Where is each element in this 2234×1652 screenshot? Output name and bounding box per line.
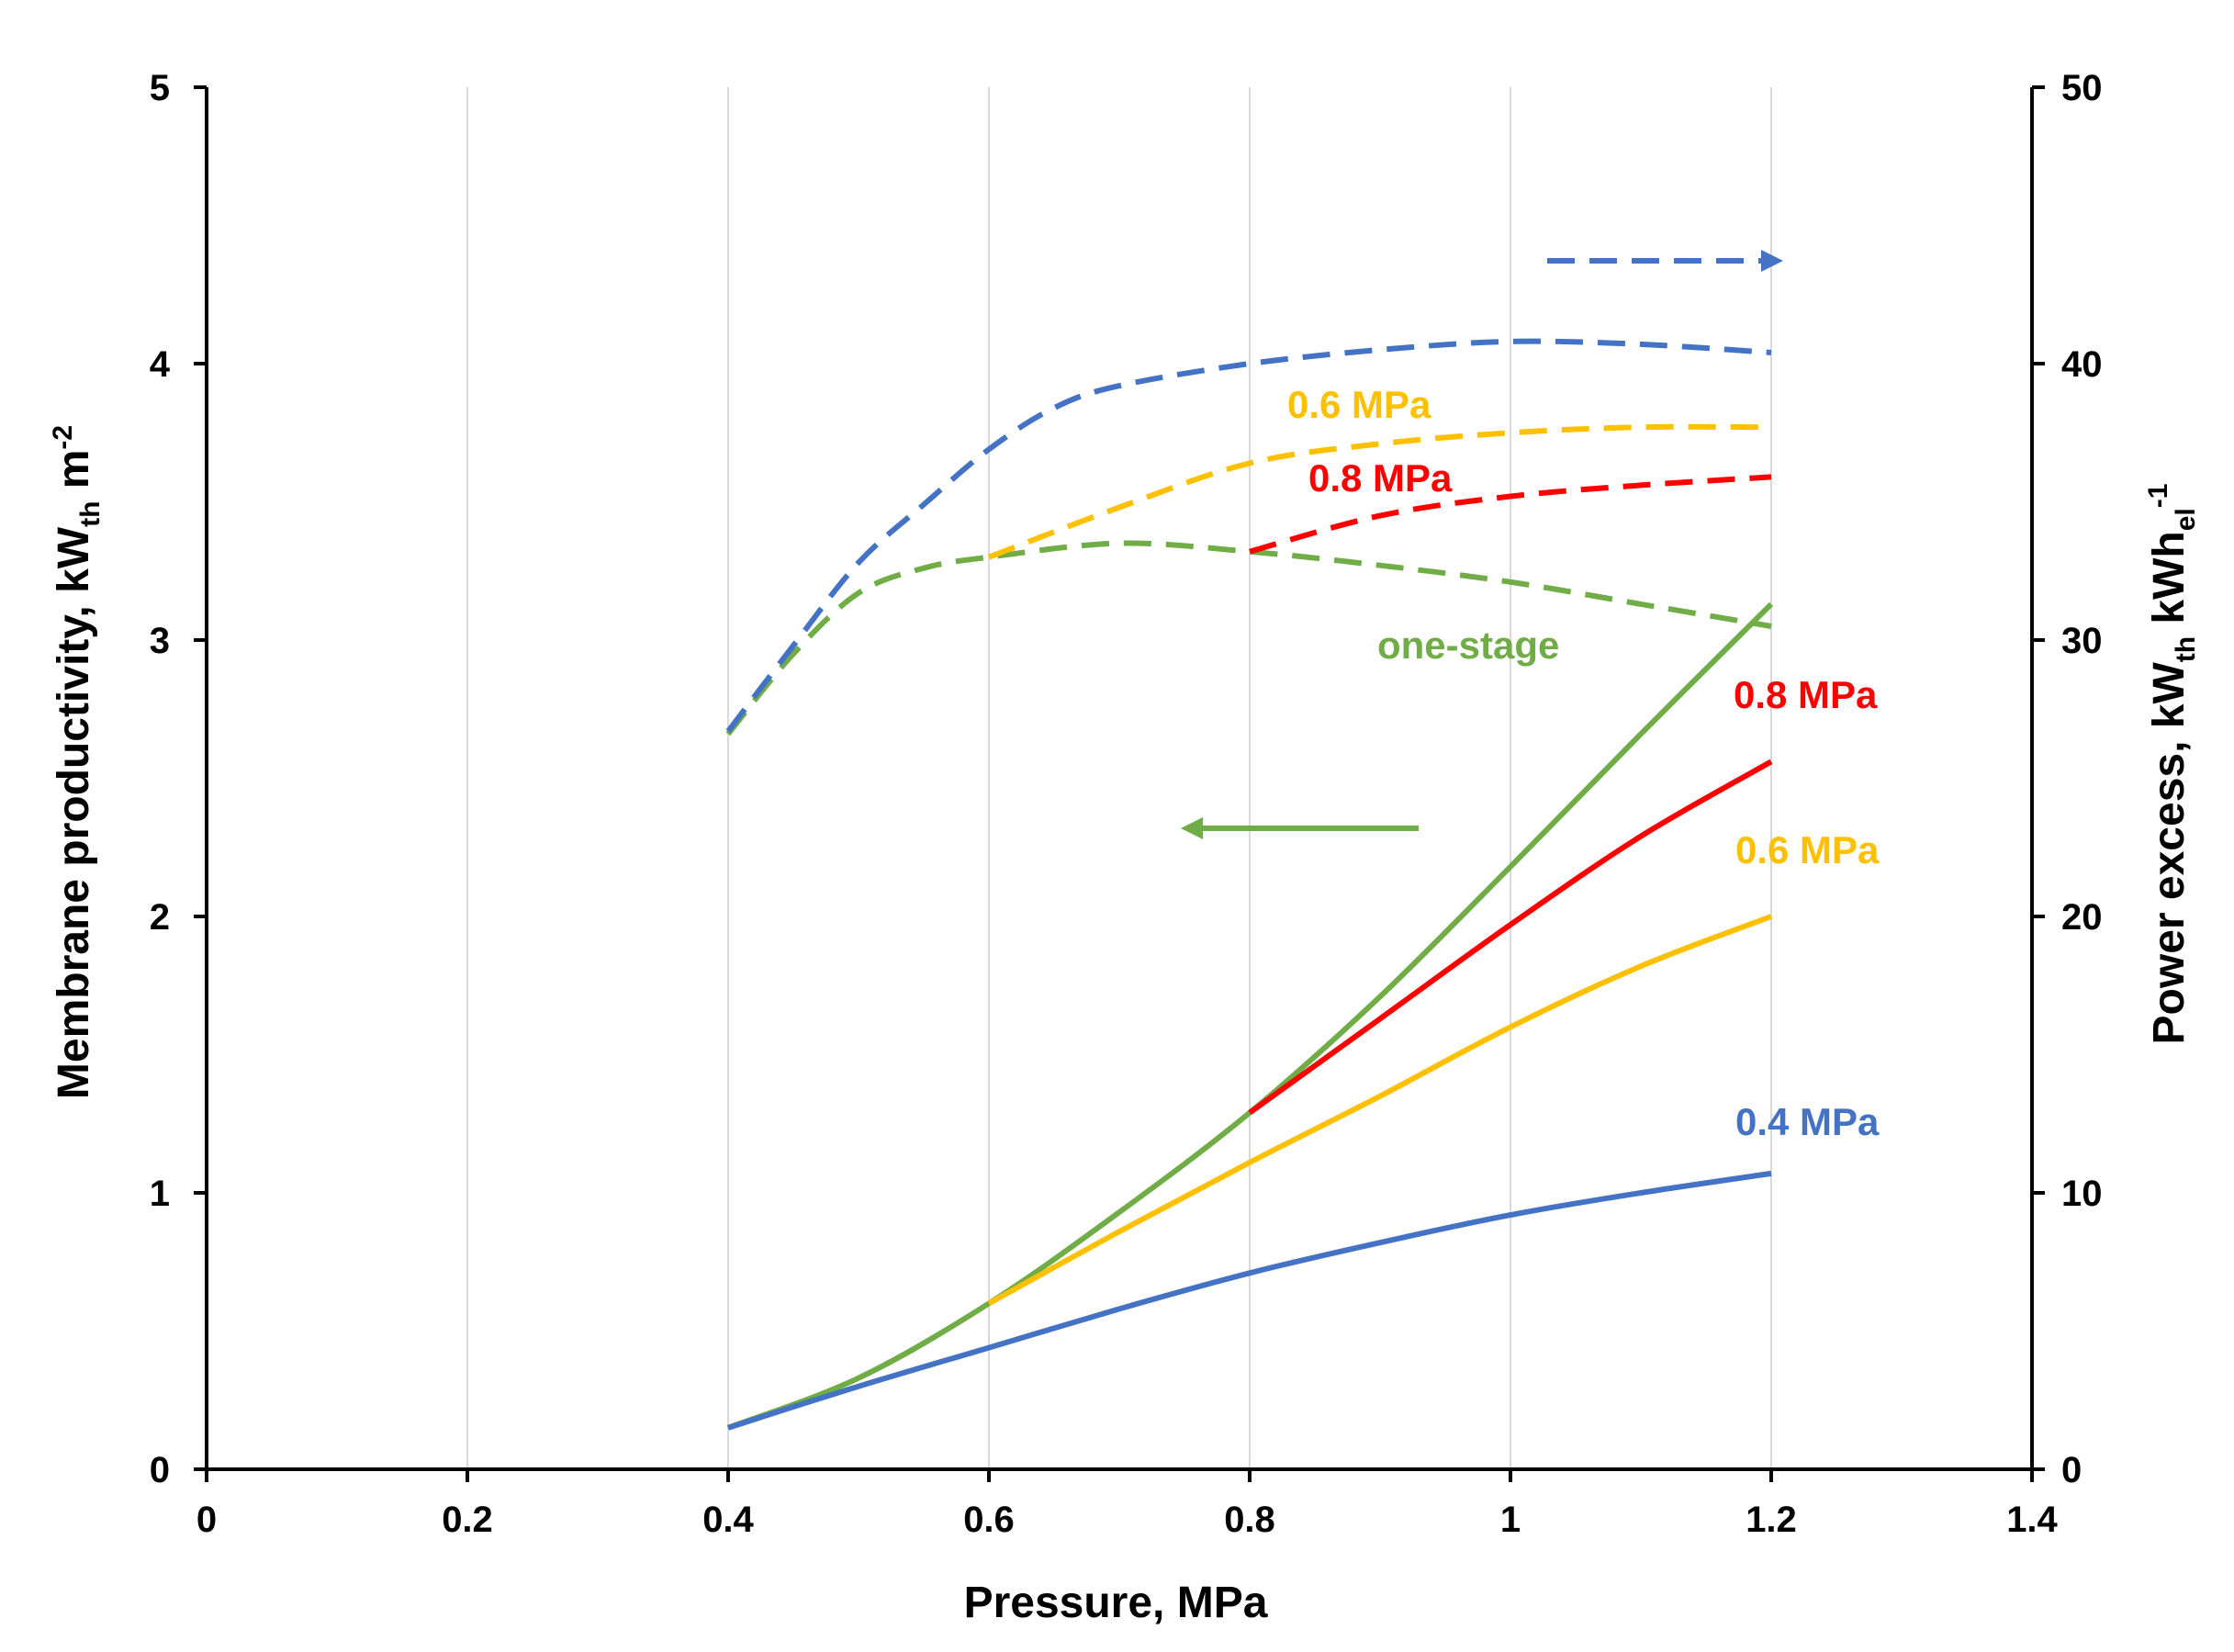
right-tick-label: 30 [2061, 621, 2103, 661]
series-line-0-6-mpa-productivity [987, 914, 1773, 1307]
arrow-right-axis-indicator [1547, 250, 1783, 272]
right-tick-label: 0 [2061, 1450, 2082, 1490]
x-tick-label: 1.4 [2006, 1500, 2058, 1540]
left-axis-title: Membrane productivity, kWth m-2 [48, 425, 106, 1099]
right-tick-label: 50 [2061, 68, 2103, 108]
annotation-solid-0.4-mpa: 0.4 MPa [1735, 1100, 1880, 1143]
left-tick-label: 0 [150, 1450, 170, 1490]
right-axis-title: Power excess, kWth kWhel-1 [2143, 484, 2201, 1045]
left-tick-label: 3 [150, 621, 170, 661]
annotation-dashed-0.6-mpa: 0.6 MPa [1287, 383, 1431, 426]
left-tick-label: 2 [150, 897, 170, 938]
series-line-0-4-mpa-power-excess [725, 338, 1772, 734]
annotation-one-stage: one-stage [1377, 624, 1559, 667]
arrow-left-axis-indicator [1181, 817, 1419, 839]
right-tick-label: 40 [2061, 344, 2103, 385]
x-tick-label: 0.2 [442, 1500, 493, 1540]
left-tick-label: 4 [150, 344, 171, 385]
axes [194, 85, 2045, 1482]
annotation-dashed-0.8-mpa: 0.8 MPa [1308, 456, 1453, 500]
series-line-0-8-mpa-productivity [1248, 759, 1773, 1116]
x-tick-label: 0.4 [702, 1500, 754, 1540]
x-axis-title: Pressure, MPa [964, 1579, 1268, 1627]
x-tick-label: 0.8 [1224, 1500, 1275, 1540]
left-tick-label: 1 [150, 1174, 170, 1214]
annotation-solid-0.8-mpa: 0.8 MPa [1734, 673, 1878, 716]
series-line-0-8-mpa-power-excess [1249, 474, 1772, 555]
annotation-solid-0.6-mpa: 0.6 MPa [1735, 828, 1880, 871]
x-tick-label: 1.2 [1746, 1500, 1797, 1540]
series-line-0-4-mpa-productivity [727, 1170, 1772, 1431]
x-tick-label: 0.6 [963, 1500, 1015, 1540]
data-series [725, 338, 1774, 1431]
series-line-one-stage-power-excess [725, 540, 1772, 736]
x-tick-label: 1 [1500, 1500, 1521, 1540]
series-line-0-6-mpa-power-excess [987, 423, 1772, 560]
right-tick-label: 20 [2061, 897, 2103, 938]
right-tick-label: 10 [2061, 1174, 2103, 1214]
left-tick-label: 5 [150, 68, 170, 108]
gridlines [466, 87, 1772, 1469]
x-tick-label: 0 [196, 1500, 217, 1540]
